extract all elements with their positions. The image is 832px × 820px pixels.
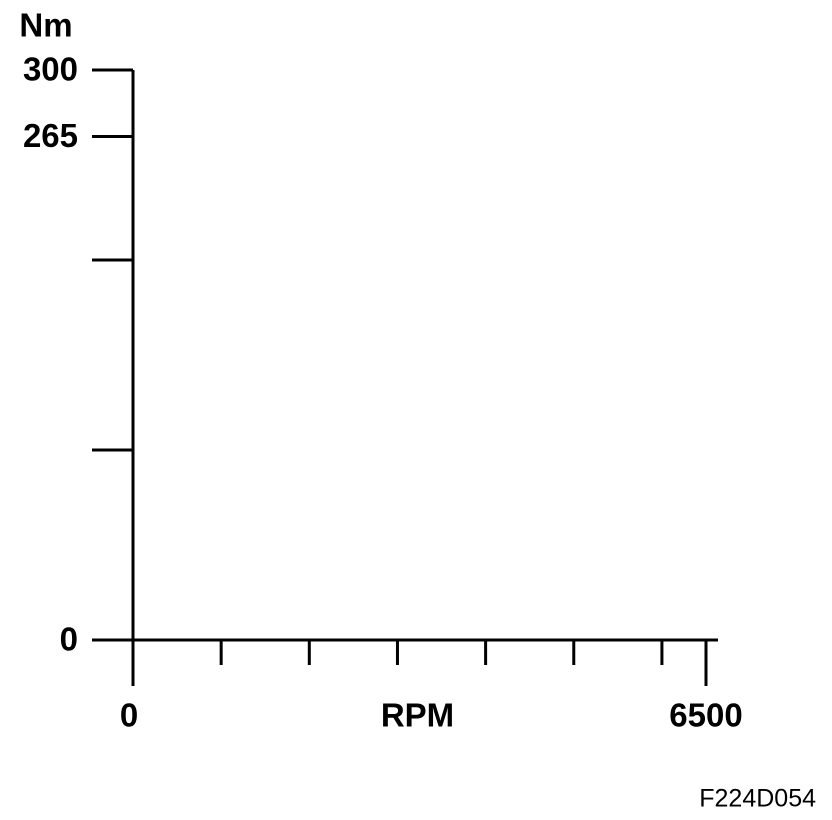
x-tick-label: 6500	[669, 697, 742, 734]
x-axis-label: RPM	[381, 697, 454, 734]
y-tick-label: 0	[60, 621, 78, 658]
x-tick-label: 0	[120, 697, 138, 734]
y-unit: Nm	[19, 7, 72, 44]
y-tick-label: 265	[23, 117, 78, 154]
figure-code: F224D054	[699, 785, 816, 813]
y-tick-label: 300	[23, 51, 78, 88]
